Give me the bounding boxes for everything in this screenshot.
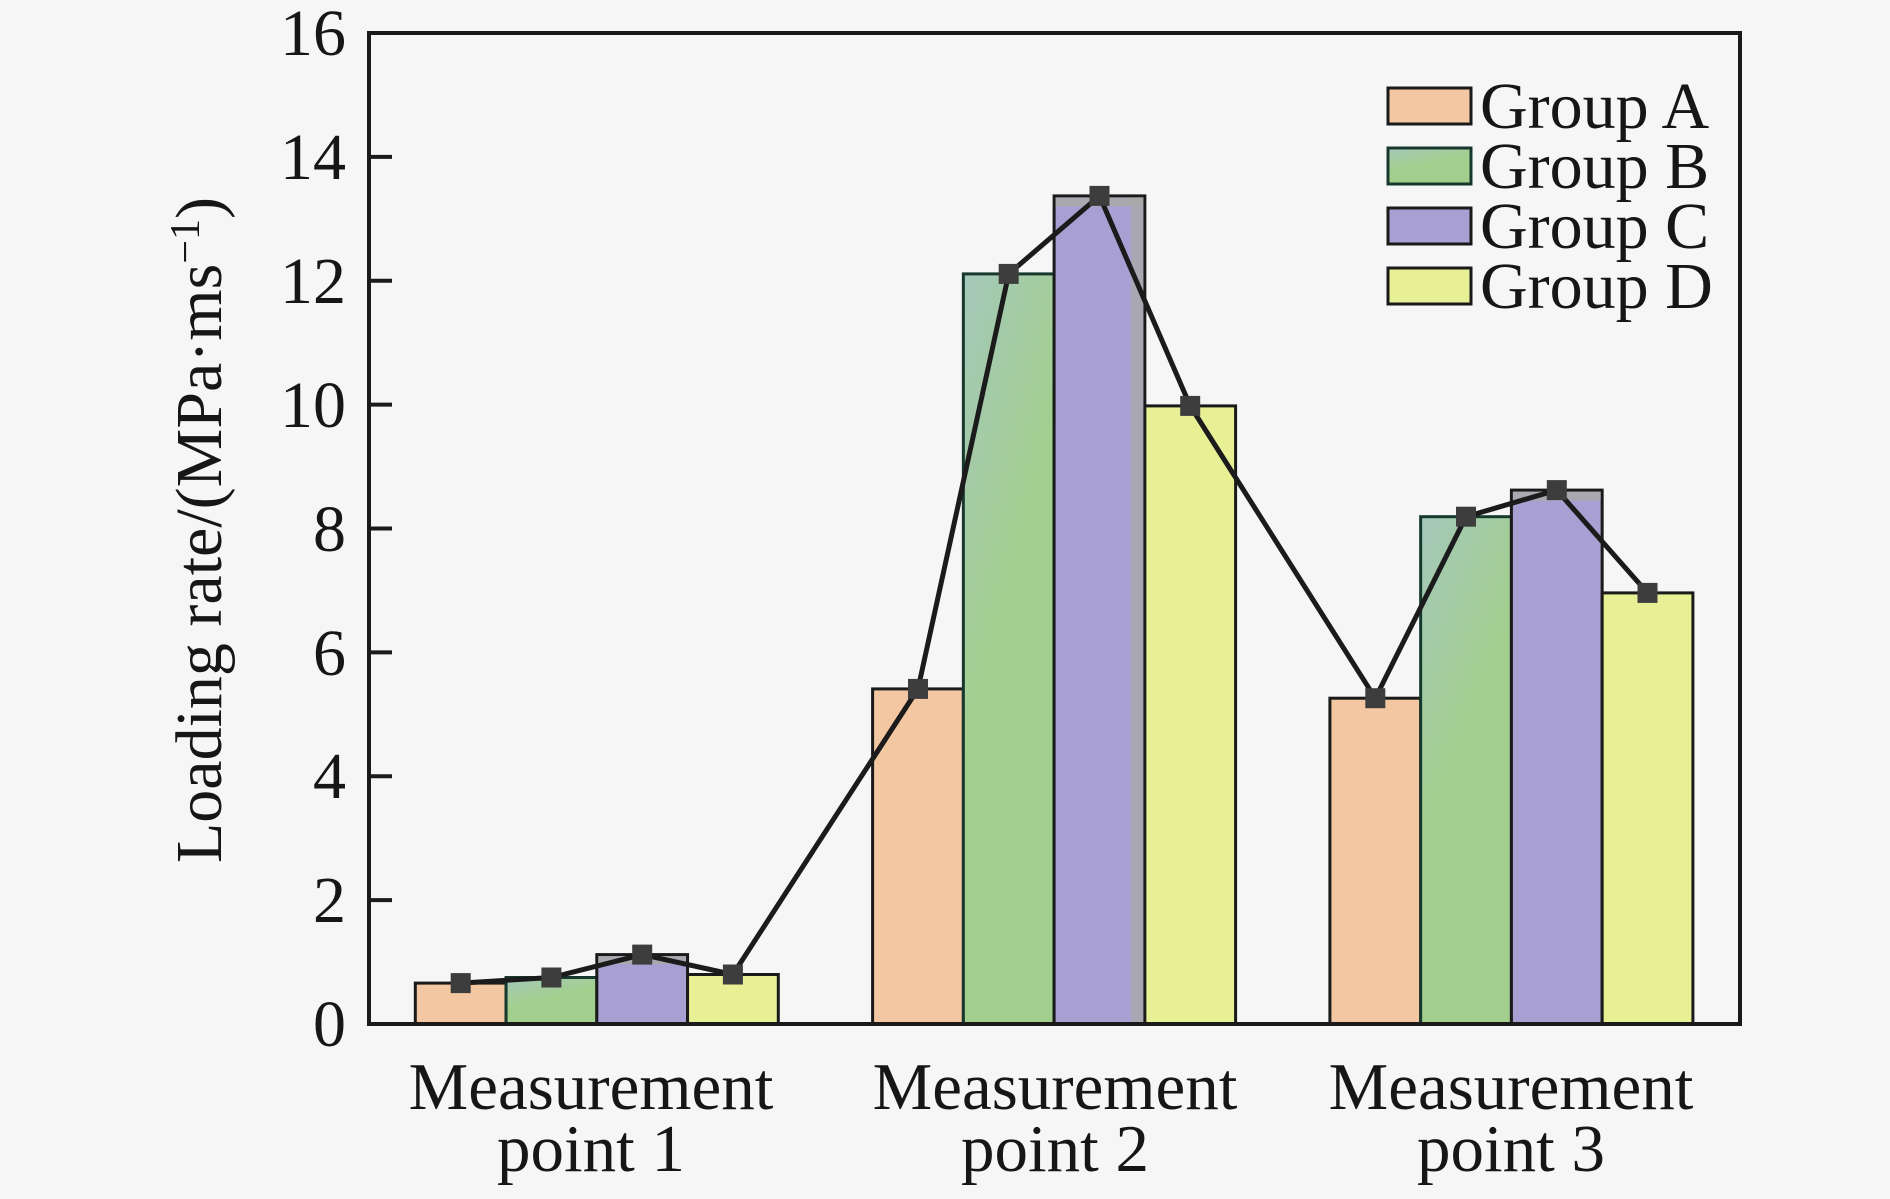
- svg-text:point 3: point 3: [1417, 1112, 1605, 1186]
- svg-text:Measurement: Measurement: [1329, 1050, 1694, 1124]
- svg-text:0: 0: [313, 988, 346, 1061]
- svg-text:6: 6: [313, 617, 346, 690]
- svg-text:point 2: point 2: [961, 1112, 1149, 1186]
- svg-text:10: 10: [280, 369, 346, 442]
- svg-text:Group D: Group D: [1480, 250, 1713, 323]
- svg-text:16: 16: [280, 0, 346, 70]
- svg-text:point 1: point 1: [497, 1112, 685, 1186]
- svg-text:8: 8: [313, 493, 346, 566]
- svg-text:Group B: Group B: [1480, 130, 1709, 203]
- svg-text:2: 2: [313, 864, 346, 937]
- svg-text:Group C: Group C: [1480, 190, 1709, 263]
- svg-text:Loading rate/(MPa·ms−1): Loading rate/(MPa·ms−1): [163, 197, 236, 863]
- svg-text:Group A: Group A: [1480, 70, 1710, 143]
- svg-text:14: 14: [280, 121, 346, 194]
- svg-text:Measurement: Measurement: [409, 1050, 774, 1124]
- svg-text:4: 4: [313, 740, 346, 813]
- svg-text:12: 12: [280, 245, 346, 318]
- svg-text:Measurement: Measurement: [873, 1050, 1238, 1124]
